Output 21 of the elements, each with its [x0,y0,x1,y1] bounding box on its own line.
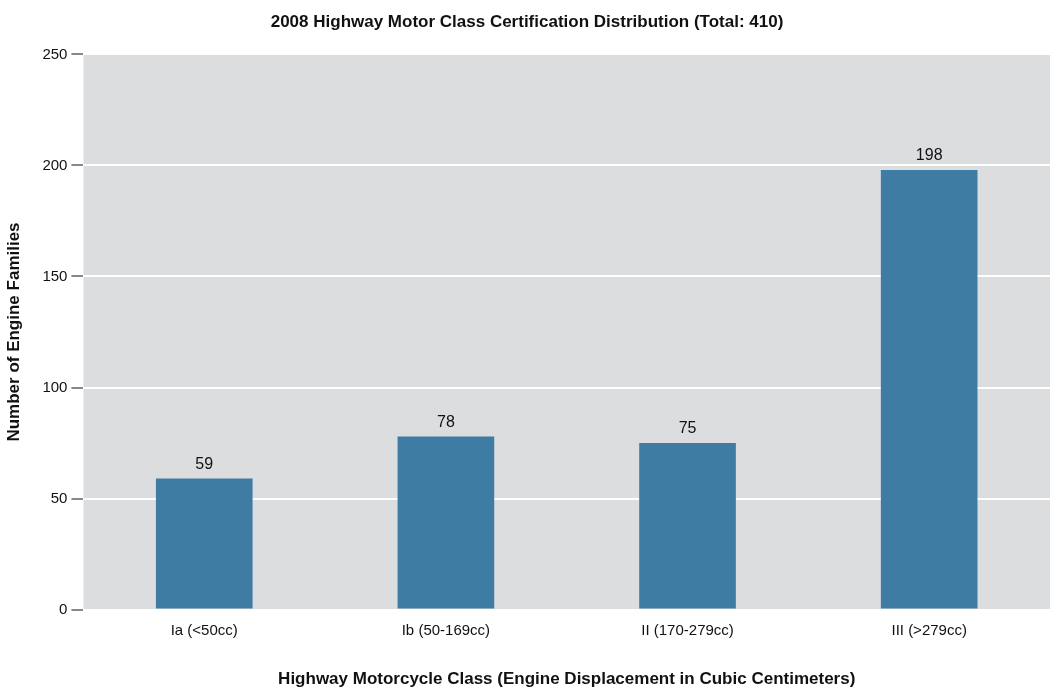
y-tick-label: 250 [42,44,68,62]
x-axis-title: Highway Motorcycle Class (Engine Displacement in Cubic Centimeters) [278,669,856,689]
x-tick-label: Ia (<50cc) [170,620,238,638]
y-tick-label: 50 [50,488,68,506]
y-tick-label: 200 [42,155,68,173]
chart-title: 2008 Highway Motor Class Certification Distribution (Total: 410) [270,11,784,31]
y-tick-label: 100 [42,377,68,395]
data-label: 75 [678,419,697,437]
data-label: 59 [195,454,214,472]
bar [155,478,253,609]
bar [639,443,736,609]
bar [397,436,495,609]
data-label: 78 [436,412,455,430]
data-label: 198 [915,146,943,164]
y-tick-label: 0 [59,599,68,617]
y-axis-title: Number of Engine Families [3,222,23,442]
x-tick-label: Ib (50-169cc) [401,620,491,638]
x-tick-label: II (170-279cc) [641,620,734,638]
x-tick-label: III (>279cc) [891,620,967,638]
y-tick-label: 150 [42,266,68,284]
bar [880,169,978,609]
